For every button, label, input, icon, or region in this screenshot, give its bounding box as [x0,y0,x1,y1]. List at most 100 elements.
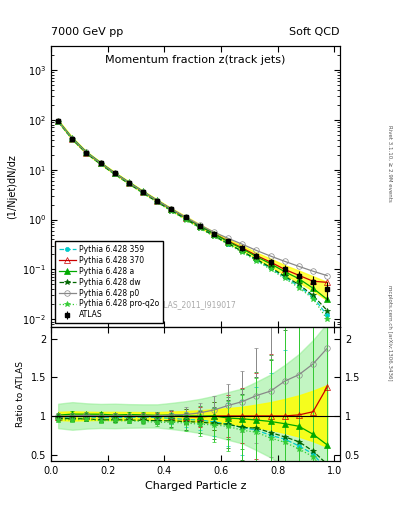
Pythia 6.428 p0 [183,214,188,220]
Pythia 6.428 a [282,269,287,275]
Pythia 6.428 359 [169,207,174,213]
Text: Momentum fraction z(track jets): Momentum fraction z(track jets) [105,54,286,65]
Pythia 6.428 p0 [268,253,273,259]
Pythia 6.428 dw [240,248,244,254]
Pythia 6.428 pro-q2o [197,225,202,231]
Pythia 6.428 p0 [297,263,301,269]
Pythia 6.428 370 [268,259,273,265]
Pythia 6.428 370 [240,245,244,251]
Pythia 6.428 pro-q2o [141,190,145,197]
Pythia 6.428 pro-q2o [70,137,75,143]
Pythia 6.428 p0 [127,180,131,186]
Pythia 6.428 pro-q2o [98,161,103,167]
Pythia 6.428 359 [226,241,230,247]
Pythia 6.428 370 [226,238,230,244]
Pythia 6.428 359 [268,265,273,271]
Pythia 6.428 p0 [112,170,117,176]
Pythia 6.428 370 [254,252,259,259]
Text: Rivet 3.1.10, ≥ 2.9M events: Rivet 3.1.10, ≥ 2.9M events [387,125,392,202]
Pythia 6.428 359 [254,257,259,263]
Pythia 6.428 370 [183,215,188,221]
Y-axis label: Ratio to ATLAS: Ratio to ATLAS [16,361,25,427]
Pythia 6.428 dw [56,118,61,124]
Y-axis label: (1/Njet)dN/dz: (1/Njet)dN/dz [7,154,17,219]
Pythia 6.428 p0 [197,222,202,228]
Pythia 6.428 pro-q2o [183,217,188,223]
Pythia 6.428 p0 [70,136,75,142]
Pythia 6.428 370 [70,136,75,142]
Pythia 6.428 370 [325,279,330,285]
Pythia 6.428 359 [155,198,160,204]
Pythia 6.428 359 [282,274,287,280]
Pythia 6.428 370 [211,230,216,237]
Line: Pythia 6.428 a: Pythia 6.428 a [55,118,330,302]
Line: Pythia 6.428 dw: Pythia 6.428 dw [55,119,330,313]
Pythia 6.428 359 [211,232,216,239]
Pythia 6.428 dw [127,181,131,187]
Text: ATLAS_2011_I919017: ATLAS_2011_I919017 [154,300,237,309]
Pythia 6.428 pro-q2o [169,208,174,214]
Pythia 6.428 pro-q2o [254,258,259,264]
Pythia 6.428 370 [169,206,174,212]
Pythia 6.428 dw [211,233,216,239]
Pythia 6.428 pro-q2o [155,199,160,205]
Line: Pythia 6.428 370: Pythia 6.428 370 [55,118,330,285]
Pythia 6.428 p0 [84,150,89,156]
Pythia 6.428 359 [311,294,316,300]
Pythia 6.428 a [197,223,202,229]
Pythia 6.428 pro-q2o [268,266,273,272]
Pythia 6.428 pro-q2o [282,275,287,282]
Pythia 6.428 370 [297,272,301,279]
Pythia 6.428 p0 [56,118,61,124]
Pythia 6.428 a [240,246,244,252]
Pythia 6.428 dw [226,241,230,247]
Pythia 6.428 370 [56,118,61,124]
Pythia 6.428 pro-q2o [211,233,216,240]
Pythia 6.428 p0 [254,247,259,253]
Pythia 6.428 p0 [211,229,216,235]
Pythia 6.428 pro-q2o [127,181,131,187]
Pythia 6.428 359 [240,248,244,254]
Pythia 6.428 a [226,239,230,245]
Pythia 6.428 dw [169,208,174,214]
Pythia 6.428 370 [127,180,131,186]
Pythia 6.428 370 [197,223,202,229]
Pythia 6.428 a [70,135,75,141]
Text: Soft QCD: Soft QCD [290,27,340,37]
Pythia 6.428 a [325,296,330,303]
Text: mcplots.cern.ch [arXiv:1306.3436]: mcplots.cern.ch [arXiv:1306.3436] [387,285,392,380]
Pythia 6.428 370 [112,170,117,176]
Pythia 6.428 pro-q2o [311,295,316,302]
Pythia 6.428 pro-q2o [297,285,301,291]
Pythia 6.428 p0 [226,235,230,241]
Pythia 6.428 a [155,197,160,203]
Pythia 6.428 a [84,149,89,155]
Pythia 6.428 p0 [325,272,330,279]
Pythia 6.428 a [254,253,259,260]
Pythia 6.428 dw [84,151,89,157]
Pythia 6.428 359 [325,312,330,318]
Pythia 6.428 dw [197,224,202,230]
Pythia 6.428 dw [325,307,330,313]
Pythia 6.428 370 [155,198,160,204]
Line: Pythia 6.428 pro-q2o: Pythia 6.428 pro-q2o [55,119,330,322]
Pythia 6.428 a [183,215,188,221]
Pythia 6.428 pro-q2o [84,151,89,157]
Pythia 6.428 dw [70,136,75,142]
Pythia 6.428 359 [141,189,145,195]
Text: 7000 GeV pp: 7000 GeV pp [51,27,123,37]
Pythia 6.428 370 [282,266,287,272]
Pythia 6.428 359 [56,118,61,124]
Pythia 6.428 359 [70,136,75,142]
Pythia 6.428 370 [141,189,145,195]
Pythia 6.428 p0 [282,258,287,264]
Pythia 6.428 359 [84,150,89,156]
Pythia 6.428 370 [84,150,89,156]
Pythia 6.428 pro-q2o [226,241,230,247]
Legend: Pythia 6.428 359, Pythia 6.428 370, Pythia 6.428 a, Pythia 6.428 dw, Pythia 6.42: Pythia 6.428 359, Pythia 6.428 370, Pyth… [55,241,163,323]
Pythia 6.428 dw [112,171,117,177]
Pythia 6.428 p0 [141,189,145,195]
Pythia 6.428 359 [112,170,117,177]
Pythia 6.428 p0 [311,268,316,274]
Pythia 6.428 a [98,160,103,166]
